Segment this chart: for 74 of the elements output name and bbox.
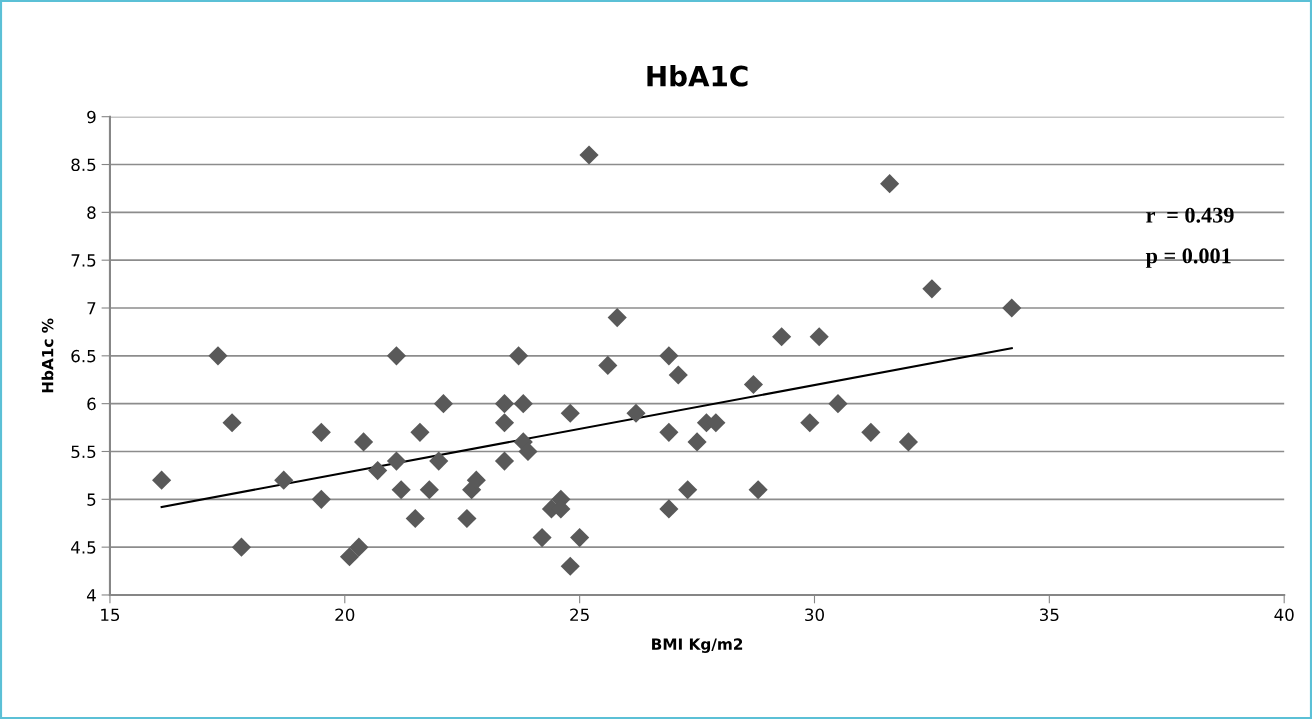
point [518,441,538,462]
point [570,528,590,548]
point [354,432,374,452]
x-tick-label: 25 [570,608,589,622]
y-tick-label: 8.5 [71,158,96,172]
point [532,528,552,548]
point [579,145,599,165]
point [410,422,430,442]
y-tick-label: 6 [87,397,96,411]
point [898,432,918,452]
point [659,499,679,519]
y-tick-label: 4 [86,589,96,602]
y-tick-label: 7.5 [71,254,96,267]
point [880,174,900,194]
point [494,413,515,433]
point [659,346,679,366]
point [743,374,763,395]
point [391,480,411,500]
x-tick-label: 15 [101,608,120,622]
point [386,451,407,471]
y-tick-label: 6.5 [71,349,96,363]
annotation: p = 0.001 [1145,248,1231,268]
point [828,394,848,414]
point [466,470,486,490]
point [607,308,627,328]
x-tick-label: 40 [1274,608,1294,622]
chart-title: HbA1C [647,65,748,87]
point [513,394,533,414]
y-tick-label: 8 [87,206,96,219]
y-tick-label: 5.5 [71,445,96,459]
y-tick-label: 5 [87,493,96,506]
point [368,461,388,481]
point [208,346,228,366]
point [433,394,453,414]
point [659,422,679,442]
x-tick-label: 35 [1040,608,1059,622]
point [405,508,425,529]
point [800,413,820,433]
point [311,422,331,442]
point [274,470,294,490]
y-axis-title: HbA1c % [41,318,54,393]
point [668,365,688,385]
point [386,346,407,366]
point [861,422,881,442]
y-tick-label: 7 [87,302,96,315]
y-tick-label: 9 [87,110,96,124]
point [678,480,698,500]
point [626,403,646,423]
point [419,480,439,500]
point [494,394,515,414]
point [922,279,942,299]
point [222,413,242,433]
x-tick-label: 30 [805,608,824,622]
point [457,508,477,529]
point [809,327,829,347]
point [748,480,768,500]
x-axis-title: BMI Kg/m2 [652,638,743,653]
point [560,403,580,423]
point [687,432,707,452]
y-tick-label: 4.5 [71,541,96,554]
point [772,327,792,347]
point [339,547,360,567]
point [231,537,252,557]
point [429,451,449,471]
point [311,489,331,509]
point [1002,298,1022,318]
annotation: r = 0.439 [1146,207,1234,223]
x-tick-label: 20 [335,608,355,622]
point [598,355,618,375]
point [349,537,369,557]
point [494,451,515,471]
point [560,556,580,576]
point [152,470,172,490]
point [509,346,529,366]
